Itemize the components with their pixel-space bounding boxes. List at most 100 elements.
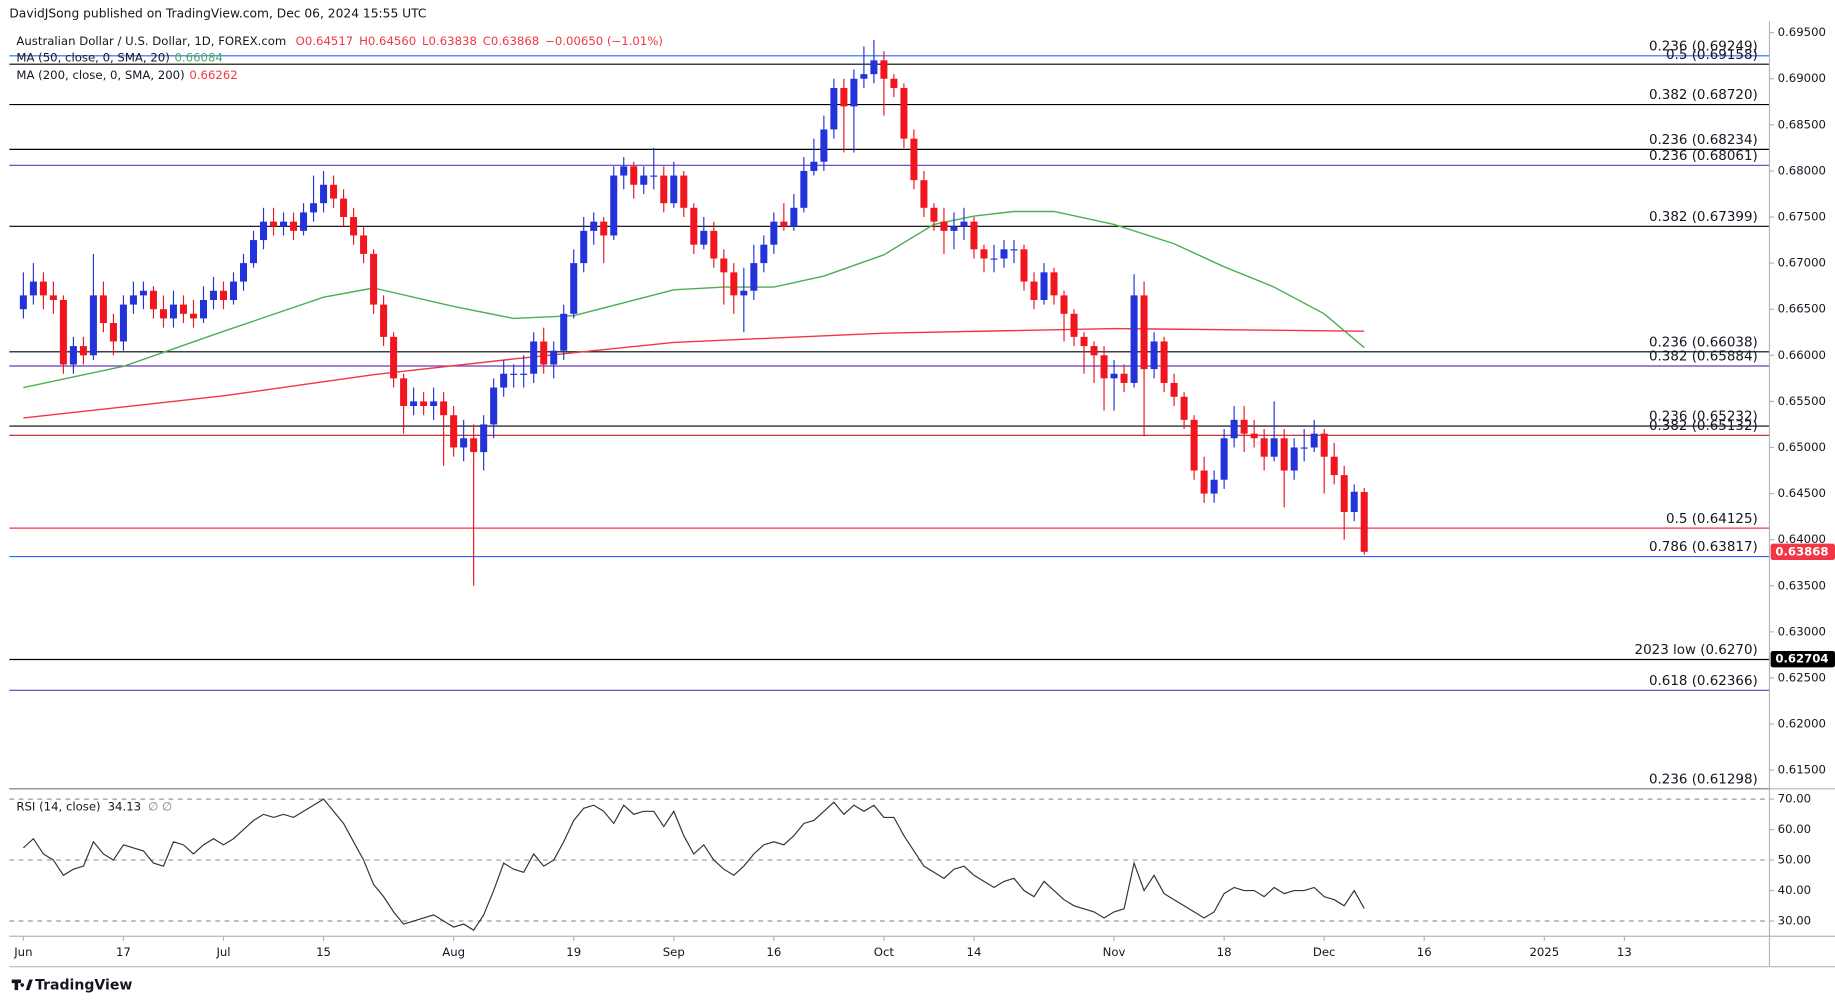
candle-body <box>1250 433 1258 439</box>
candle-body <box>1100 355 1108 379</box>
candle-body <box>340 198 348 218</box>
candle-body <box>300 212 308 231</box>
legend-ma: MA (200, close, 0, SMA, 200) 0.66262 <box>16 67 237 81</box>
y-tick-label: 0.67000 <box>1778 256 1826 270</box>
candle-body <box>1020 249 1028 282</box>
level-label: 0.5 (0.69158) <box>1666 48 1758 63</box>
y-tick-label: 0.68000 <box>1778 163 1826 177</box>
x-tick-label: 16 <box>1417 945 1432 959</box>
candle-body <box>680 175 688 208</box>
rsi-line <box>22 798 1365 931</box>
ma-name: MA (200, close, 0, SMA, 200) <box>16 67 184 81</box>
x-tick-label: Jul <box>215 945 230 959</box>
candle-body <box>470 438 478 453</box>
candle-body <box>49 295 57 300</box>
level-label: 0.786 (0.63817) <box>1649 540 1758 555</box>
candle-body <box>1180 396 1188 420</box>
candle-body <box>880 60 888 79</box>
candle-body <box>320 184 328 204</box>
candle-body <box>1260 438 1268 457</box>
rsi-name: RSI (14, close) <box>16 799 100 813</box>
candle-body <box>1300 447 1308 449</box>
legend-rsi: RSI (14, close) 34.13 ∅ ∅ <box>16 799 172 813</box>
x-tick-label: 2025 <box>1529 945 1559 959</box>
candle-body <box>480 424 488 453</box>
price-tag-label: 0.63868 <box>1775 544 1828 558</box>
candle-body <box>500 373 508 388</box>
candle-body <box>710 230 718 259</box>
legend-main: Australian Dollar / U.S. Dollar, 1D, FOR… <box>16 33 663 47</box>
candle-body <box>390 336 398 379</box>
candle-body <box>1120 373 1128 383</box>
candle-body <box>239 263 248 282</box>
candle-body <box>830 87 838 130</box>
candle-body <box>1220 438 1228 480</box>
candle-body <box>1290 447 1298 471</box>
candle-body <box>159 309 167 319</box>
level-label: 0.382 (0.65884) <box>1649 350 1758 365</box>
candle-body <box>920 180 928 208</box>
candle-body <box>600 221 608 236</box>
candle-body <box>890 78 898 88</box>
level-label: 0.236 (0.68234) <box>1649 133 1758 148</box>
y-tick-label: 0.69500 <box>1778 25 1826 39</box>
candle-body <box>630 166 638 185</box>
candle-body <box>1060 295 1068 314</box>
candle-body <box>139 290 147 296</box>
candle-body <box>1320 433 1328 457</box>
ma-name: MA (50, close, 0, SMA, 20) <box>16 50 169 64</box>
y-tick-label: 0.67500 <box>1778 210 1826 224</box>
candle-body <box>229 281 238 300</box>
candle-body <box>260 221 268 241</box>
candle-body <box>199 299 207 319</box>
candle-body <box>69 346 77 365</box>
level-label: 2023 low (0.6270) <box>1635 643 1758 658</box>
candle-body <box>700 230 708 245</box>
y-tick-label: 0.61500 <box>1778 763 1826 777</box>
candle-body <box>1090 346 1098 356</box>
candle-body <box>380 304 388 337</box>
candle-body <box>940 221 948 231</box>
candle-body <box>59 299 67 365</box>
legend-value: H0.64560 <box>359 33 416 47</box>
candle-body <box>99 295 107 324</box>
candle-body <box>960 221 968 227</box>
candle-body <box>219 290 228 300</box>
rsi-value: 34.13 <box>108 799 141 813</box>
header: DavidJSong published on TradingView.com,… <box>9 7 426 21</box>
candle-body <box>119 304 127 342</box>
candle-body <box>690 207 698 245</box>
y-tick-label: 0.63000 <box>1778 624 1826 638</box>
candle-body <box>590 221 598 231</box>
candle-body <box>860 74 868 79</box>
x-tick-label: 13 <box>1617 945 1632 959</box>
candle-body <box>1350 491 1358 513</box>
symbol-title: Australian Dollar / U.S. Dollar, 1D, FOR… <box>16 33 286 47</box>
candle-body <box>1070 313 1078 337</box>
candle-body <box>1200 470 1208 494</box>
candle-body <box>510 373 518 375</box>
candle-body <box>410 401 418 406</box>
candle-body <box>820 129 828 162</box>
candle-body <box>1280 438 1288 471</box>
candle-body <box>810 161 818 171</box>
candle-body <box>610 175 618 236</box>
candle-body <box>1080 336 1088 347</box>
candle-body <box>1230 419 1238 439</box>
candle-body <box>290 221 298 231</box>
rsi-tick-label: 40.00 <box>1778 883 1811 897</box>
candle-body <box>1160 341 1168 383</box>
y-tick-label: 0.64000 <box>1778 532 1826 546</box>
candle-body <box>970 221 978 250</box>
candle-body <box>1130 295 1138 383</box>
y-tick-label: 0.66500 <box>1778 302 1826 316</box>
x-tick-label: Nov <box>1103 945 1126 959</box>
candle-body <box>800 170 808 208</box>
candle-body <box>1040 272 1048 300</box>
y-tick-label: 0.66000 <box>1778 348 1826 362</box>
rsi-tick-label: 30.00 <box>1778 914 1811 928</box>
candle-body <box>310 203 318 213</box>
ma-line <box>23 210 1365 389</box>
candle-body <box>760 244 768 264</box>
